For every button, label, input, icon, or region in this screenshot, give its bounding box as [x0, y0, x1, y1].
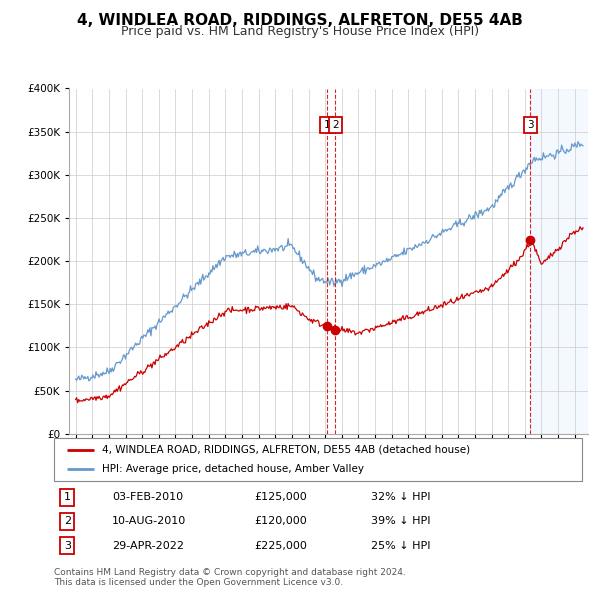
Text: 1: 1	[323, 120, 330, 130]
Bar	[530, 88, 588, 434]
Text: £120,000: £120,000	[254, 516, 307, 526]
Text: £225,000: £225,000	[254, 541, 308, 550]
Text: 3: 3	[527, 120, 533, 130]
Text: 1: 1	[64, 492, 71, 502]
Text: £125,000: £125,000	[254, 492, 307, 502]
Text: Contains HM Land Registry data © Crown copyright and database right 2024.
This d: Contains HM Land Registry data © Crown c…	[54, 568, 406, 587]
Text: 2: 2	[332, 120, 338, 130]
Text: Price paid vs. HM Land Registry's House Price Index (HPI): Price paid vs. HM Land Registry's House …	[121, 25, 479, 38]
Text: 4, WINDLEA ROAD, RIDDINGS, ALFRETON, DE55 4AB (detached house): 4, WINDLEA ROAD, RIDDINGS, ALFRETON, DE5…	[101, 445, 470, 455]
Text: 3: 3	[64, 541, 71, 550]
Text: 25% ↓ HPI: 25% ↓ HPI	[371, 541, 430, 550]
FancyBboxPatch shape	[54, 438, 582, 481]
Text: 32% ↓ HPI: 32% ↓ HPI	[371, 492, 430, 502]
Text: 4, WINDLEA ROAD, RIDDINGS, ALFRETON, DE55 4AB: 4, WINDLEA ROAD, RIDDINGS, ALFRETON, DE5…	[77, 13, 523, 28]
Text: 39% ↓ HPI: 39% ↓ HPI	[371, 516, 430, 526]
Text: 10-AUG-2010: 10-AUG-2010	[112, 516, 187, 526]
Text: 03-FEB-2010: 03-FEB-2010	[112, 492, 183, 502]
Text: 29-APR-2022: 29-APR-2022	[112, 541, 184, 550]
Text: 2: 2	[64, 516, 71, 526]
Text: HPI: Average price, detached house, Amber Valley: HPI: Average price, detached house, Ambe…	[101, 464, 364, 474]
